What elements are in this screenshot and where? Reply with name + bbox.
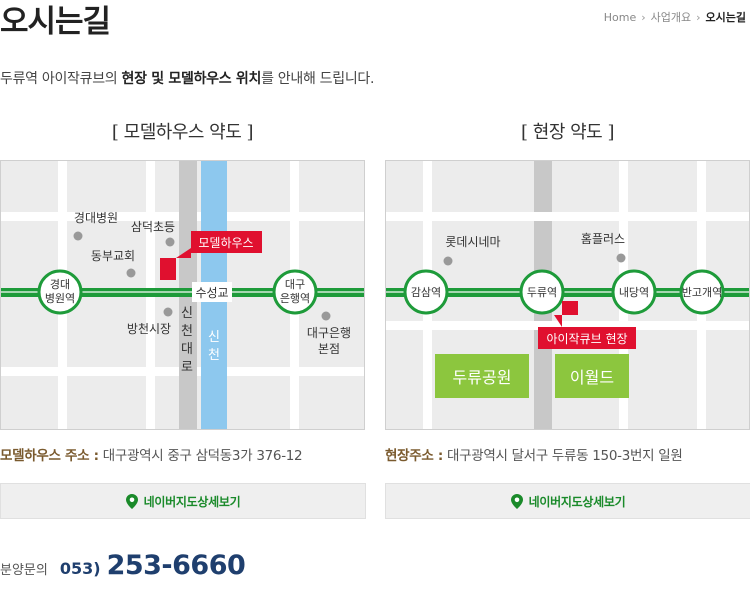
intro-highlight: 현장 및 모델하우스 위치	[121, 71, 262, 87]
poi-school: 삼덕초등	[131, 220, 175, 234]
contact-phone-number[interactable]: 253-6660	[106, 550, 246, 581]
svg-text:은행역: 은행역	[280, 292, 310, 305]
contact-info: 분양문의 053) 253-6660	[0, 550, 246, 581]
breadcrumb-home[interactable]: Home	[603, 10, 637, 24]
modelhouse-label: 모델하우스	[198, 236, 253, 250]
poi-hospital: 경대병원	[74, 211, 118, 225]
poi-dot	[73, 231, 83, 241]
poi-dot	[443, 256, 453, 266]
poi-bank: 대구은행	[307, 325, 351, 340]
modelhouse-map: 수성교 경대 병원역 대구 은행역 경대병원 삼덕초등 동부교회 방천시장 대구…	[0, 160, 365, 430]
breadcrumb: Home › 사업개요 › 오시는길	[604, 9, 746, 25]
poi-church: 동부교회	[91, 249, 135, 263]
park-eworld	[555, 354, 629, 398]
svg-text:천: 천	[181, 324, 193, 339]
station-duryu	[519, 269, 565, 315]
site-address: 현장주소 : 대구광역시 달서구 두류동 150-3번지 일원	[385, 448, 683, 464]
poi-cinema: 롯데시네마	[445, 235, 500, 249]
modelhouse-map-title: [ 모델하우스 약도 ]	[111, 122, 254, 143]
svg-text:본점: 본점	[318, 342, 340, 356]
site-label: 아이작큐브 현장	[546, 332, 627, 346]
site-marker	[562, 301, 578, 315]
poi-dot	[126, 268, 136, 278]
poi-dot	[321, 311, 331, 321]
road-label: 신	[181, 306, 193, 321]
road	[386, 212, 749, 221]
modelhouse-naver-map-label: 네이버지도상세보기	[143, 494, 241, 509]
modelhouse-address: 모델하우스 주소 : 대구광역시 중구 삼덕동3가 376-12	[0, 448, 303, 464]
modelhouse-naver-map-button[interactable]: 네이버지도상세보기	[0, 483, 366, 519]
svg-text:대: 대	[181, 342, 193, 357]
bridge-label: 수성교	[195, 286, 228, 300]
svg-text:감삼역: 감삼역	[411, 286, 441, 299]
poi-dot	[616, 253, 626, 263]
station-bangogae	[679, 269, 725, 315]
chevron-right-icon: ›	[696, 10, 701, 24]
stream-label: 신	[208, 330, 220, 345]
poi-dot	[163, 307, 173, 317]
site-naver-map-label: 네이버지도상세보기	[528, 494, 626, 509]
park-duryu	[435, 354, 529, 398]
svg-text:반고개역: 반고개역	[682, 286, 722, 299]
station-naedang	[611, 269, 657, 315]
svg-text:천: 천	[208, 348, 220, 363]
poi-homeplus: 홈플러스	[581, 232, 625, 246]
modelhouse-map-graphic: 수성교 경대 병원역 대구 은행역 경대병원 삼덕초등 동부교회 방천시장 대구…	[1, 161, 364, 429]
site-map-graphic: 감삼역 두류역 내당역 반고개역 롯데시네마 홈플러스 아이작큐브 현장 두류공…	[386, 161, 749, 429]
modelhouse-address-label: 모델하우스 주소 :	[0, 448, 99, 464]
svg-text:이월드: 이월드	[570, 368, 614, 387]
map-pin-icon	[510, 493, 523, 509]
modelhouse-marker	[160, 258, 176, 280]
road	[386, 321, 749, 330]
intro-text: 두류역 아이작큐브의 현장 및 모델하우스 위치를 안내해 드립니다.	[0, 71, 375, 87]
site-map: 감삼역 두류역 내당역 반고개역 롯데시네마 홈플러스 아이작큐브 현장 두류공…	[385, 160, 750, 430]
svg-text:두류역: 두류역	[527, 286, 557, 299]
breadcrumb-current: 오시는길	[705, 11, 746, 24]
svg-text:로: 로	[181, 360, 193, 375]
chevron-right-icon: ›	[641, 10, 646, 24]
svg-text:내당역: 내당역	[619, 286, 649, 299]
contact-area-code: 053)	[59, 559, 101, 578]
site-address-label: 현장주소 :	[385, 448, 443, 464]
svg-text:두류공원: 두류공원	[453, 368, 512, 387]
map-pin-icon	[125, 493, 138, 509]
station-gamsam	[403, 269, 449, 315]
site-map-title: [ 현장 약도 ]	[521, 122, 614, 143]
poi-dot	[165, 237, 175, 247]
svg-text:경대: 경대	[50, 278, 70, 291]
station-daegubank	[272, 269, 318, 315]
station-kyungdae	[37, 269, 83, 315]
breadcrumb-business[interactable]: 사업개요	[650, 11, 692, 24]
poi-market: 방천시장	[127, 321, 171, 336]
contact-label: 분양문의	[0, 563, 48, 578]
modelhouse-label-box	[191, 231, 262, 253]
svg-text:대구: 대구	[285, 278, 305, 291]
page-title: 오시는길	[0, 4, 111, 40]
site-naver-map-button[interactable]: 네이버지도상세보기	[385, 483, 750, 519]
svg-text:병원역: 병원역	[45, 292, 75, 305]
bridge-label-box	[192, 282, 232, 302]
site-label-box	[538, 327, 636, 349]
